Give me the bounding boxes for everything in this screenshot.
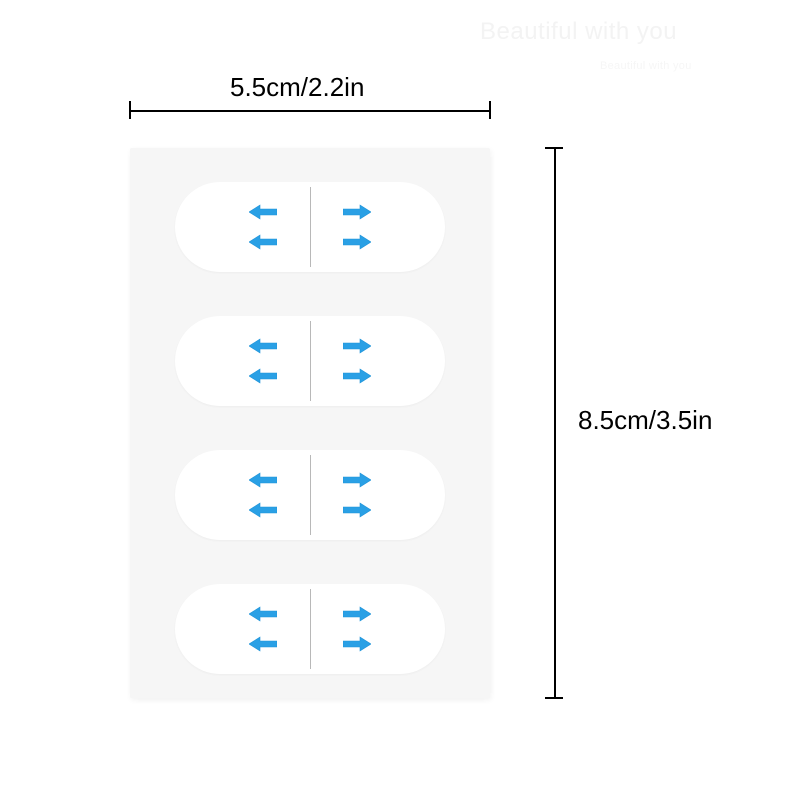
dimension-height-cap-bottom: [545, 697, 563, 699]
arrow-right-icon: [343, 636, 371, 652]
arrow-left-icon: [249, 234, 277, 250]
sticker-pill: [175, 182, 445, 272]
arrow-left-icon: [249, 502, 277, 518]
pill-center-line: [310, 455, 311, 534]
arrow-left-icon: [249, 606, 277, 622]
arrow-left-icon: [249, 636, 277, 652]
sticker-pill: [175, 584, 445, 674]
arrow-right-icon: [343, 338, 371, 354]
arrow-left-icon: [249, 368, 277, 384]
pill-center-line: [310, 321, 311, 400]
arrow-left-icon: [249, 338, 277, 354]
sticker-pill: [175, 316, 445, 406]
watermark-large: Beautiful with you: [480, 18, 677, 46]
watermark-small: Beautiful with you: [600, 60, 692, 72]
pill-center-line: [310, 187, 311, 266]
arrow-left-icon: [249, 204, 277, 220]
arrow-right-icon: [343, 472, 371, 488]
arrow-left-icon: [249, 472, 277, 488]
dimension-width-line: [130, 110, 490, 112]
dimension-height-label: 8.5cm/3.5in: [578, 405, 712, 436]
arrow-right-icon: [343, 368, 371, 384]
sticker-pill: [175, 450, 445, 540]
dimension-width-cap-right: [489, 101, 491, 119]
dimension-width-label: 5.5cm/2.2in: [230, 72, 364, 103]
dimension-height-line: [554, 148, 556, 698]
dimension-width-cap-left: [129, 101, 131, 119]
pill-center-line: [310, 589, 311, 668]
arrow-right-icon: [343, 606, 371, 622]
arrow-right-icon: [343, 204, 371, 220]
arrow-right-icon: [343, 502, 371, 518]
dimension-height-cap-top: [545, 147, 563, 149]
arrow-right-icon: [343, 234, 371, 250]
